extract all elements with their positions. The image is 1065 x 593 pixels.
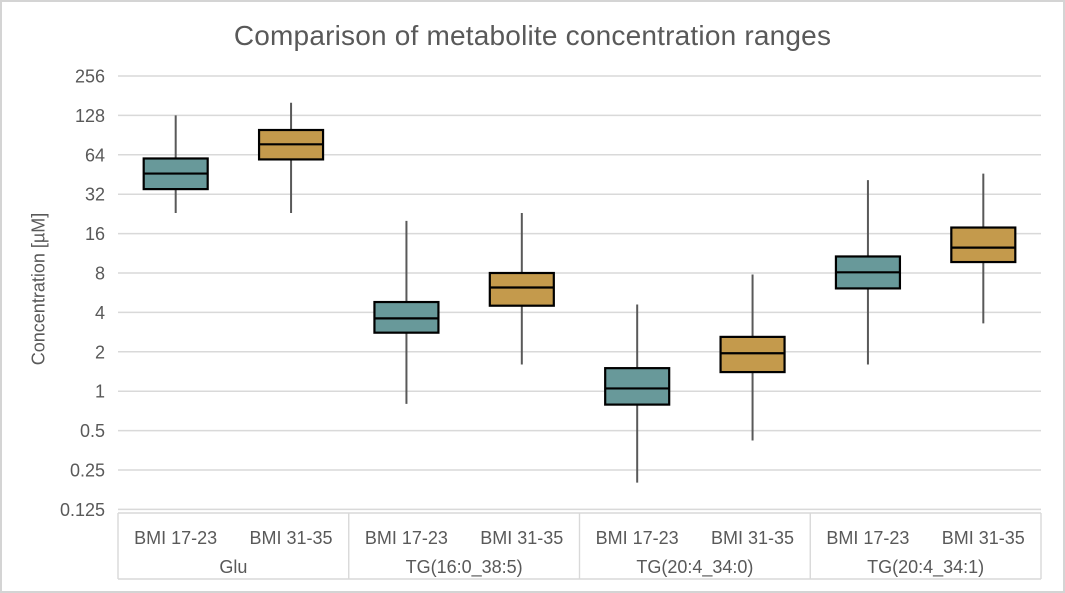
category-label: BMI 17-23 <box>365 528 448 548</box>
category-label: BMI 17-23 <box>826 528 909 548</box>
y-tick-label: 2 <box>95 342 105 362</box>
y-tick-label: 128 <box>75 106 105 126</box>
group-label: TG(16:0_38:5) <box>406 557 523 578</box>
category-label: BMI 31-35 <box>942 528 1025 548</box>
y-tick-label: 16 <box>85 224 105 244</box>
y-tick-label: 0.25 <box>70 461 105 481</box>
y-tick-label: 8 <box>95 264 105 284</box>
category-label: BMI 31-35 <box>480 528 563 548</box>
y-tick-label: 1 <box>95 382 105 402</box>
box-rect <box>604 367 671 406</box>
category-label: BMI 17-23 <box>134 528 217 548</box>
y-tick-label: 0.5 <box>80 421 105 441</box>
y-tick-label: 0.125 <box>60 500 105 520</box>
box-rect <box>950 226 1017 264</box>
category-label: BMI 31-35 <box>711 528 794 548</box>
y-tick-label: 32 <box>85 185 105 205</box>
y-tick-label: 64 <box>85 145 105 165</box>
category-label: BMI 31-35 <box>250 528 333 548</box>
chart-title: Comparison of metabolite concentration r… <box>233 20 832 51</box>
y-tick-label: 4 <box>95 303 105 323</box>
y-tick-label: 256 <box>75 67 105 87</box>
box-rect <box>488 271 555 307</box>
category-label: BMI 17-23 <box>596 528 679 548</box>
group-label: TG(20:4_34:0) <box>636 557 753 578</box>
group-label: Glu <box>219 557 247 577</box>
box-rect <box>719 335 786 374</box>
group-label: TG(20:4_34:1) <box>867 557 984 578</box>
